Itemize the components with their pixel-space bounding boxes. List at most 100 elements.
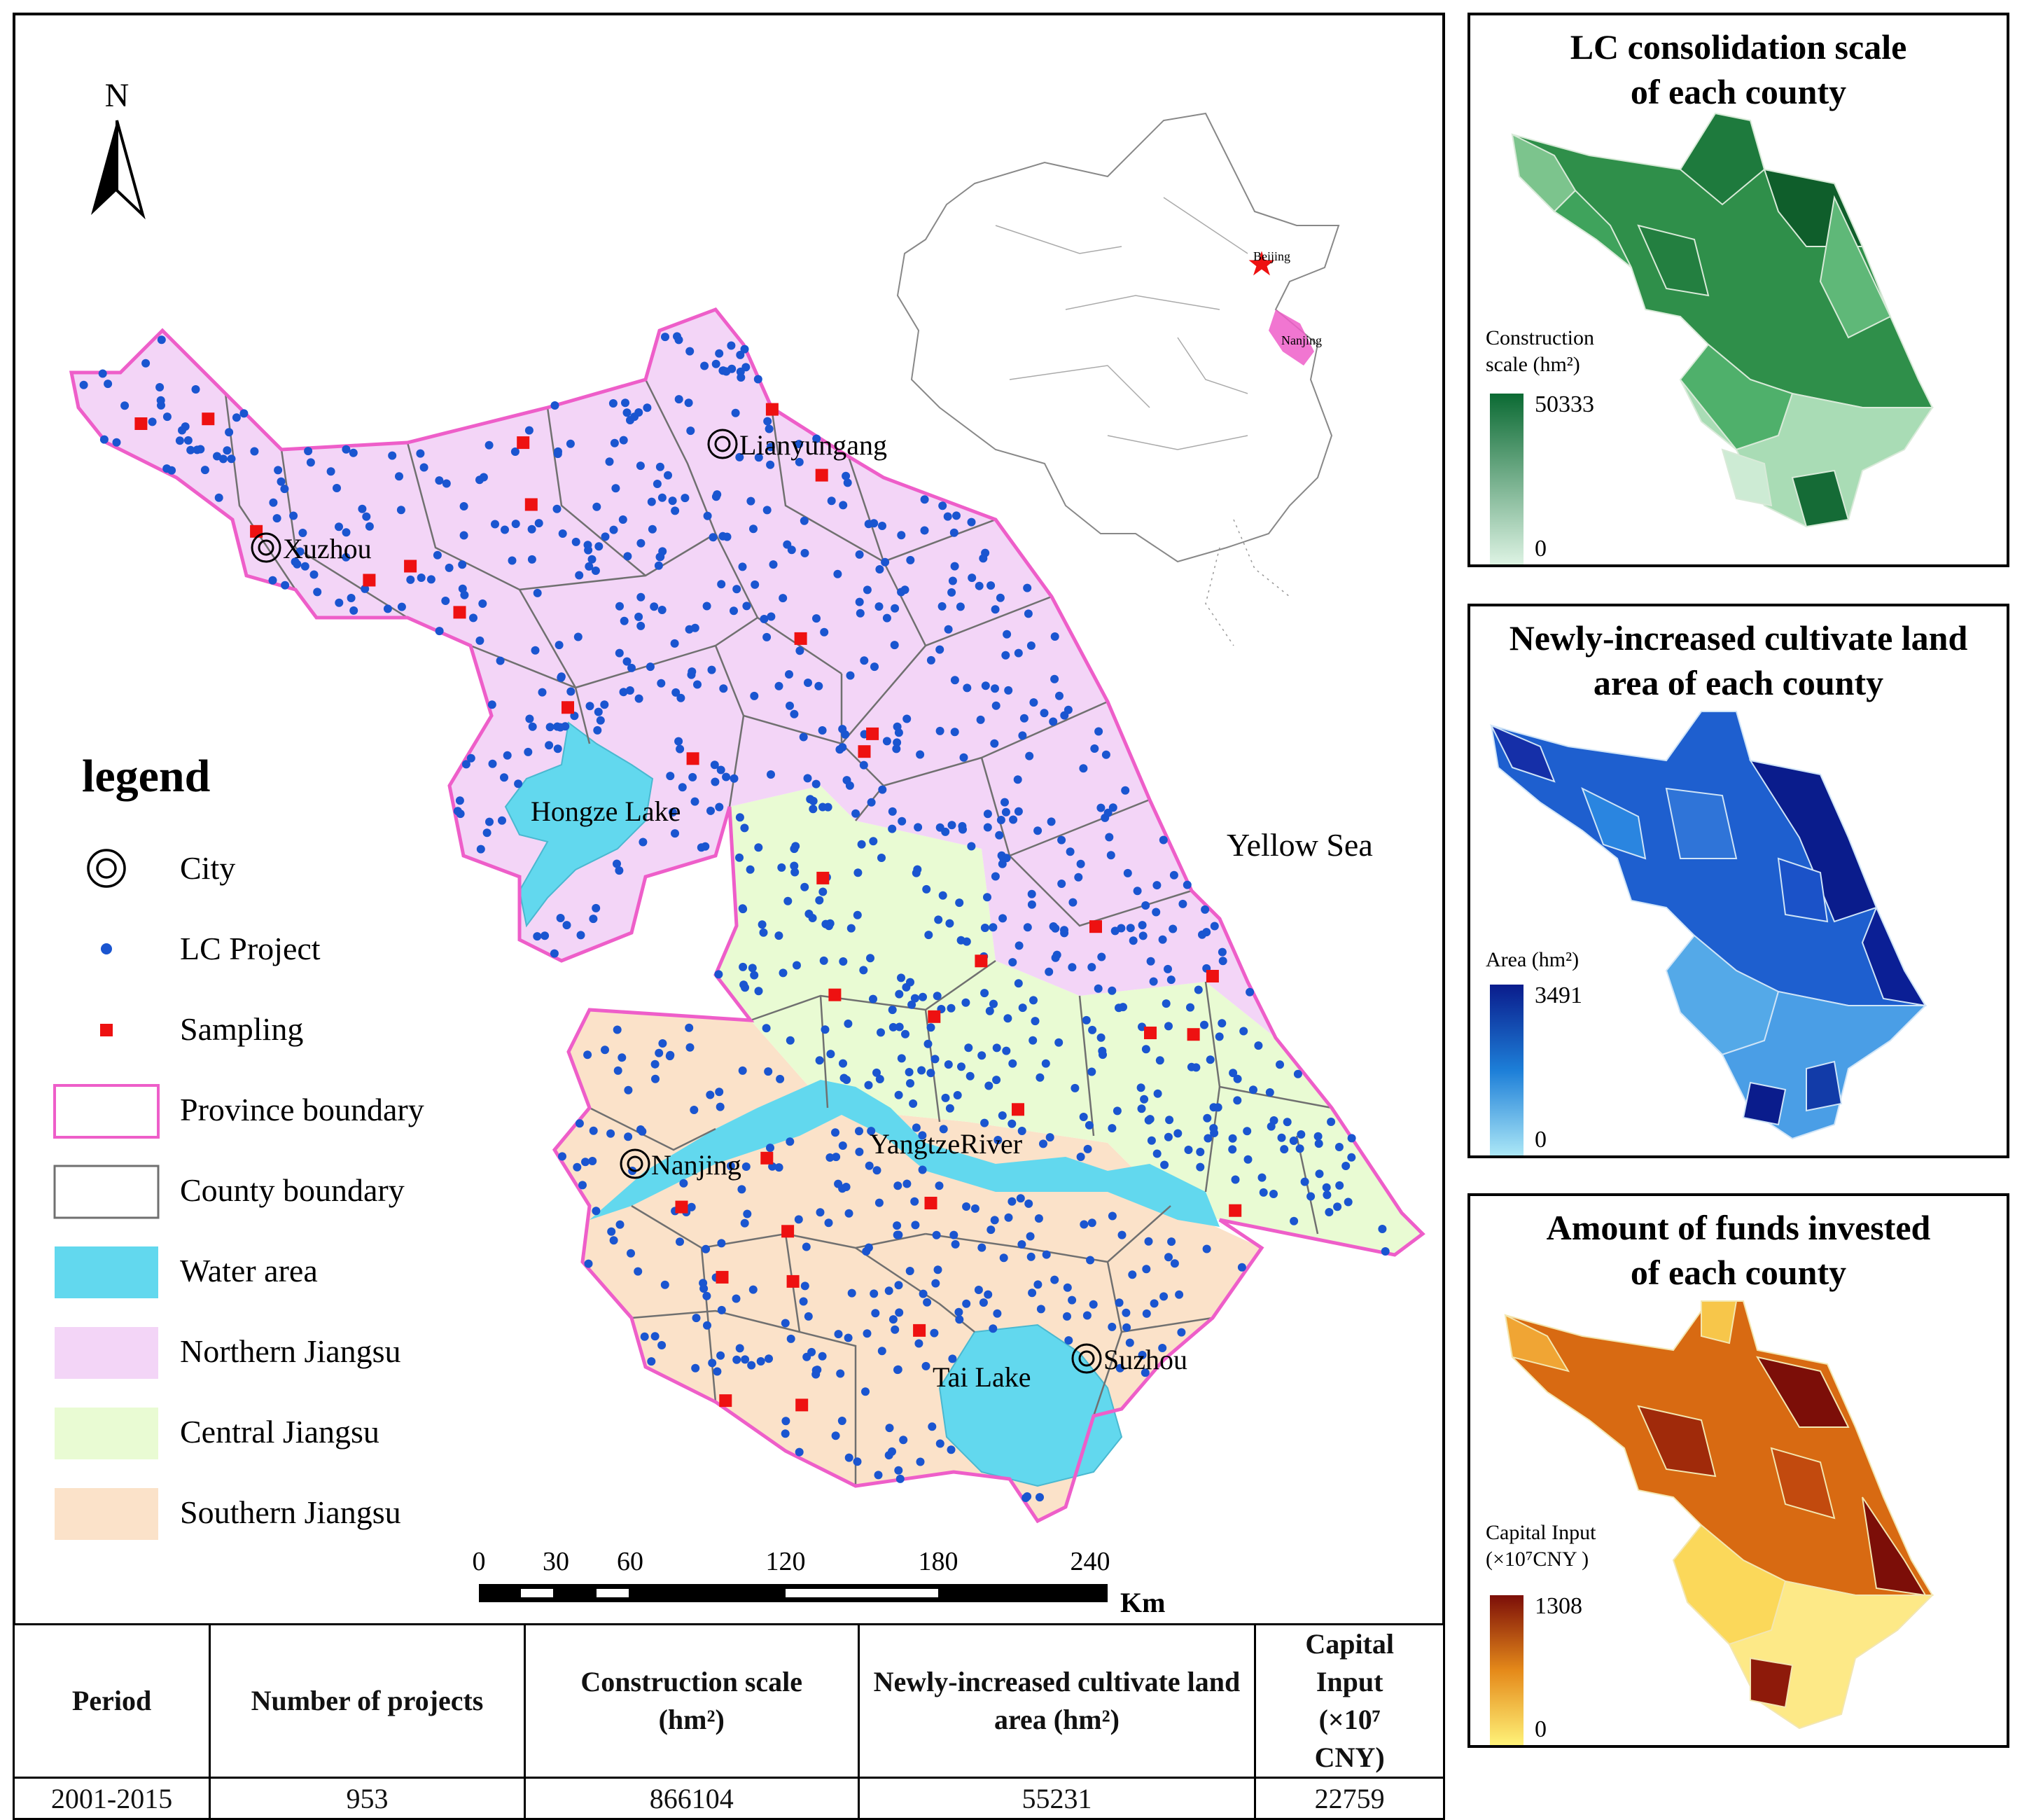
lc-project-dot	[999, 1253, 1008, 1263]
lc-project-dot	[1074, 873, 1083, 882]
lc-project-dot	[583, 541, 592, 550]
lc-project-dot	[1140, 1095, 1149, 1104]
lc-project-dot	[79, 380, 88, 389]
lc-project-dot	[692, 1314, 701, 1323]
lc-project-dot	[726, 1162, 735, 1171]
lc-project-dot	[272, 514, 281, 523]
lc-project-dot	[576, 931, 585, 940]
lc-project-dot	[707, 665, 716, 674]
lc-project-dot	[441, 597, 450, 605]
lc-project-dot	[818, 803, 827, 812]
jiangsu-highlight	[1269, 310, 1314, 366]
lc-project-dot	[1169, 924, 1178, 933]
lc-project-dot	[1029, 1036, 1038, 1045]
lc-project-dot	[1025, 751, 1034, 760]
lc-project-dot	[742, 602, 751, 611]
lc-project-dot	[657, 493, 667, 502]
lc-project-dot	[985, 1006, 994, 1015]
lc-project-dot	[566, 439, 575, 448]
lc-project-dot	[984, 1081, 993, 1090]
lc-project-dot	[1079, 764, 1088, 773]
lc-project-dot	[947, 821, 956, 830]
lc-project-dot	[732, 1355, 741, 1364]
lc-project-dot	[811, 779, 821, 789]
lc-project-dot	[596, 716, 605, 725]
svg-text:Northern Jiangsu: Northern Jiangsu	[180, 1333, 401, 1369]
lc-project-dot	[1013, 775, 1022, 784]
lc-project-dot	[699, 1279, 708, 1288]
lc-project-dot	[717, 580, 726, 589]
lc-project-dot	[304, 447, 313, 456]
lc-project-dot	[661, 333, 669, 342]
lc-project-dot	[693, 680, 702, 689]
lc-project-dot	[622, 657, 632, 666]
lc-project-dot	[648, 525, 657, 534]
lc-project-dot	[1003, 630, 1012, 639]
lc-project-dot	[620, 616, 629, 625]
lc-project-dot	[1039, 1139, 1047, 1148]
lc-project-dot	[181, 422, 190, 431]
sampling-mark	[794, 632, 807, 645]
lc-project-dot	[938, 891, 947, 900]
lc-project-dot	[820, 627, 829, 637]
lc-project-dot	[750, 691, 759, 700]
lc-project-dot	[191, 385, 200, 394]
lc-project-dot	[671, 829, 679, 838]
lc-project-dot	[1141, 1045, 1150, 1054]
lc-project-dot	[874, 1471, 883, 1480]
lc-project-dot	[708, 1359, 717, 1368]
lc-project-dot	[250, 447, 259, 456]
lc-project-dot	[613, 1025, 622, 1034]
lc-project-dot	[753, 375, 762, 384]
lc-project-dot	[1322, 1183, 1331, 1192]
lc-project-dot	[538, 688, 547, 697]
lc-project-dot	[1003, 1014, 1012, 1023]
lc-project-dot	[709, 533, 718, 542]
lc-project-dot	[1153, 1089, 1162, 1098]
beijing-label: Beijing	[1253, 249, 1290, 263]
lc-project-dot	[1026, 1232, 1035, 1241]
construction-scale-panel: LC consolidation scale of each county Co…	[1467, 13, 2009, 567]
lc-project-dot	[912, 1123, 921, 1132]
lc-project-dot	[1090, 744, 1099, 753]
lc-project-dot	[313, 588, 322, 597]
sampling-mark	[866, 727, 879, 740]
legend-min: 0	[1535, 1716, 1547, 1742]
lc-project-dot	[743, 1209, 752, 1218]
lc-project-dot	[1002, 1046, 1011, 1055]
lc-project-dot	[1033, 1280, 1043, 1289]
legend-max: 1308	[1535, 1593, 1582, 1619]
lc-project-dot	[1164, 1253, 1173, 1262]
lc-project-dot	[1155, 1056, 1164, 1065]
lc-project-dot	[844, 1019, 853, 1028]
lc-project-dot	[996, 816, 1005, 824]
lc-project-dot	[976, 715, 985, 724]
sampling-mark	[828, 988, 842, 1001]
scale-tick-0: 0	[473, 1547, 486, 1576]
lc-project-dot	[622, 408, 632, 417]
lc-project-dot	[674, 737, 683, 746]
lc-project-dot	[587, 555, 597, 564]
lc-project-dot	[950, 562, 959, 571]
lc-project-dot	[869, 837, 878, 846]
lc-project-dot	[558, 529, 567, 538]
lc-project-dot	[884, 1286, 893, 1295]
lc-project-dot	[300, 562, 309, 571]
lc-project-dot	[983, 893, 991, 902]
lc-project-dot	[650, 602, 659, 611]
lc-project-dot	[730, 774, 739, 783]
lc-project-dot	[1018, 731, 1027, 740]
sampling-mark	[781, 1225, 795, 1238]
lc-project-dot	[1277, 1133, 1286, 1142]
lc-project-dot	[914, 1339, 923, 1348]
lc-project-dot	[1213, 1103, 1222, 1112]
lc-project-dot	[671, 506, 680, 515]
city-nanjing: Nanjing	[620, 1148, 741, 1181]
lc-project-dot	[702, 1291, 711, 1300]
lc-project-dot	[947, 1003, 956, 1013]
lc-project-dot	[668, 496, 677, 506]
lc-project-dot	[1204, 1134, 1213, 1143]
lc-project-dot	[930, 1328, 939, 1338]
lc-project-dot	[588, 1157, 597, 1165]
lc-project-dot	[426, 575, 435, 584]
